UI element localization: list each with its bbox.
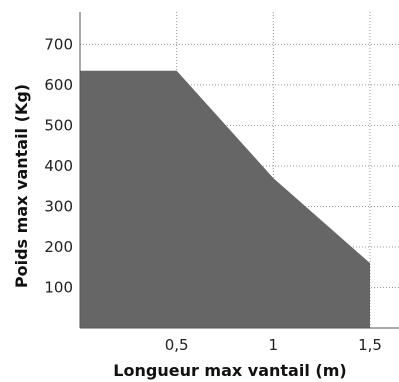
y-tick-label: 100 [44, 278, 73, 296]
y-tick-label: 300 [44, 197, 73, 215]
y-tick-label: 600 [44, 76, 73, 94]
y-tick-label: 200 [44, 238, 73, 256]
x-tick-label: 1 [269, 336, 279, 354]
tick-labels: 100 200 300 400 500 600 700 0,5 1 1,5 [44, 35, 382, 354]
area-fill [80, 70, 370, 328]
plot-area [80, 70, 370, 328]
y-axis-title: Poids max vantail (Kg) [12, 84, 31, 288]
y-tick-label: 500 [44, 116, 73, 134]
x-axis-title: Longueur max vantail (m) [113, 361, 346, 380]
x-tick-label: 0,5 [165, 336, 189, 354]
axes [79, 12, 399, 329]
y-tick-label: 700 [44, 35, 73, 53]
x-tick-label: 1,5 [358, 336, 382, 354]
y-tick-label: 400 [44, 157, 73, 175]
